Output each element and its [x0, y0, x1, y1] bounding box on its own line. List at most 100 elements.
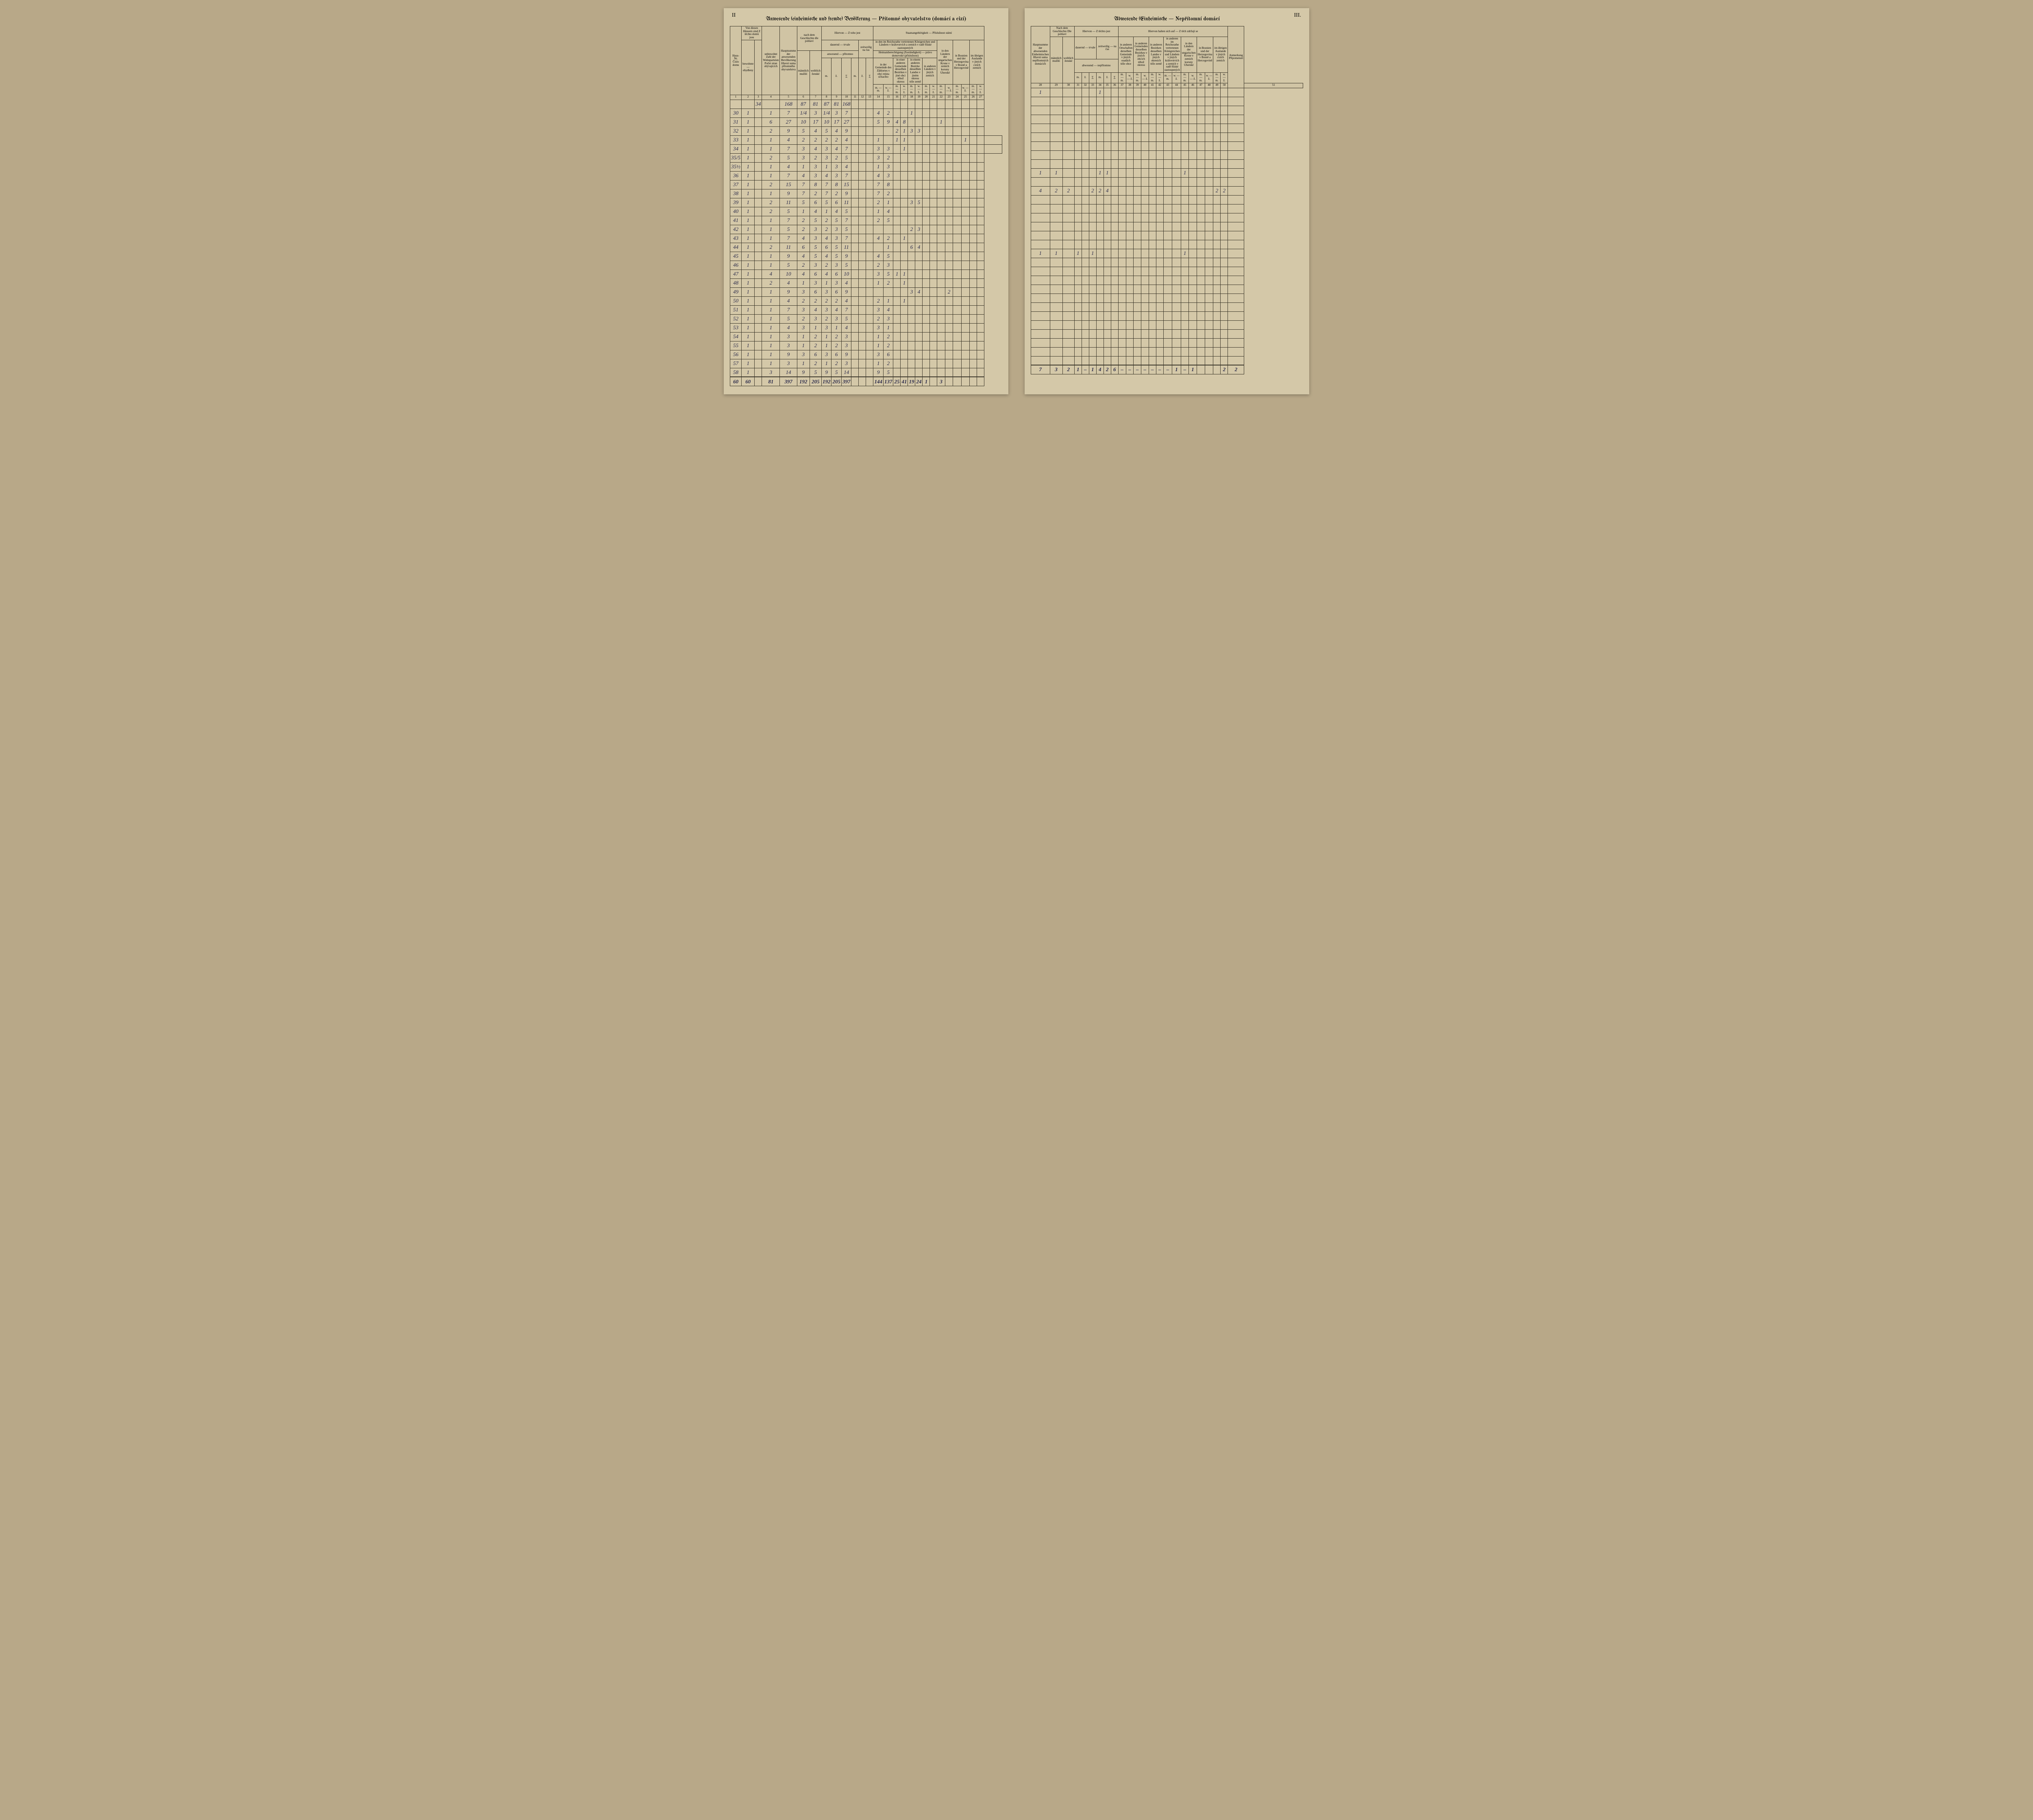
cell: 4 [915, 287, 923, 296]
cell: 1 [742, 350, 755, 359]
cell [1172, 204, 1181, 213]
cell [1228, 186, 1244, 195]
col-num: 21 [930, 95, 937, 100]
cell: 2 [821, 225, 831, 234]
cell [1228, 329, 1244, 338]
cell: 1 [810, 323, 821, 332]
h-unbewohnt [755, 40, 762, 95]
cell [1074, 115, 1082, 124]
cell [1141, 320, 1149, 329]
cell: 2 [762, 243, 780, 252]
cell [908, 100, 915, 109]
cell [1189, 177, 1197, 186]
cell [1096, 231, 1104, 240]
cell [1163, 124, 1172, 133]
cell [1228, 97, 1244, 106]
cell [866, 314, 873, 323]
cell [923, 171, 930, 180]
col-num: 6 [797, 95, 810, 100]
cell [1096, 249, 1104, 258]
h-bosnien: in Bosnien und der Herzegovina v Bosně a… [953, 40, 970, 84]
cell [893, 162, 901, 171]
cell: 51 [730, 305, 742, 314]
cell [1228, 204, 1244, 213]
cell [1082, 186, 1089, 195]
cell [1111, 204, 1118, 213]
cell [1149, 204, 1156, 213]
cell: 47 [730, 270, 742, 278]
cell: 1 [821, 359, 831, 368]
cell [1089, 213, 1096, 222]
col-num: 12 [859, 95, 866, 100]
cell: 2 [810, 153, 821, 162]
table-row: 521152323523 [730, 314, 1002, 323]
sum-row: 3416887818781168 [730, 100, 1002, 109]
cell [977, 252, 984, 261]
cell [1181, 115, 1188, 124]
cell [1104, 356, 1111, 365]
cell: 7 [841, 305, 851, 314]
cell [1181, 258, 1188, 267]
cell [1156, 294, 1163, 302]
cell [1031, 115, 1050, 124]
cell [1104, 177, 1111, 186]
cell [930, 350, 937, 359]
cell: 2 [762, 180, 780, 189]
cell: – [1149, 365, 1156, 374]
cell [893, 216, 901, 225]
cell: 4 [893, 117, 901, 126]
cell [915, 171, 923, 180]
cell [1197, 133, 1205, 141]
hr-anmerkung: Anmerkung Připomenutí [1228, 26, 1244, 88]
cell [1141, 249, 1149, 258]
cell [1213, 294, 1221, 302]
cell [1104, 204, 1111, 213]
col-num: 45 [1181, 83, 1188, 88]
cell [893, 180, 901, 189]
cell: 1 [1050, 249, 1062, 258]
cell [866, 332, 873, 341]
col-num: 32 [1082, 83, 1089, 88]
cell [1228, 106, 1244, 115]
cell [1205, 222, 1213, 231]
cell [1163, 311, 1172, 320]
cell [1189, 106, 1197, 115]
cell [961, 234, 969, 243]
cell [930, 162, 937, 171]
cell [1111, 302, 1118, 311]
cell [908, 332, 915, 341]
cell [1118, 285, 1126, 294]
table-row: 551131212312 [730, 341, 1002, 350]
cell: 1 [742, 153, 755, 162]
cell [930, 368, 937, 377]
cell [953, 270, 961, 278]
cell [930, 100, 937, 109]
cell [1118, 240, 1126, 249]
cell [1163, 186, 1172, 195]
cell [893, 153, 901, 162]
cell [930, 314, 937, 323]
cell [866, 153, 873, 162]
cell [1126, 133, 1134, 141]
cell [755, 180, 762, 189]
cell [1172, 124, 1181, 133]
cell: 81 [762, 377, 780, 386]
cell [1050, 356, 1062, 365]
cell [1172, 195, 1181, 204]
cell: 4 [873, 234, 884, 243]
cell [1096, 294, 1104, 302]
col-num: 41 [1149, 83, 1156, 88]
col-num: 26 [970, 95, 977, 100]
cell: 9 [780, 189, 797, 198]
cell [1189, 88, 1197, 97]
cell [1221, 88, 1228, 97]
cell [953, 225, 961, 234]
col-numbers-left: 1234567891011121314151617181920212223242… [730, 95, 1002, 100]
cell [930, 359, 937, 368]
cell: 1 [1089, 365, 1096, 374]
cell [1149, 106, 1156, 115]
cell [1163, 115, 1172, 124]
cell [915, 278, 923, 287]
cell [953, 126, 961, 135]
h-ausland: im übrigen Auslande v jiných cizích zemí… [970, 40, 984, 84]
